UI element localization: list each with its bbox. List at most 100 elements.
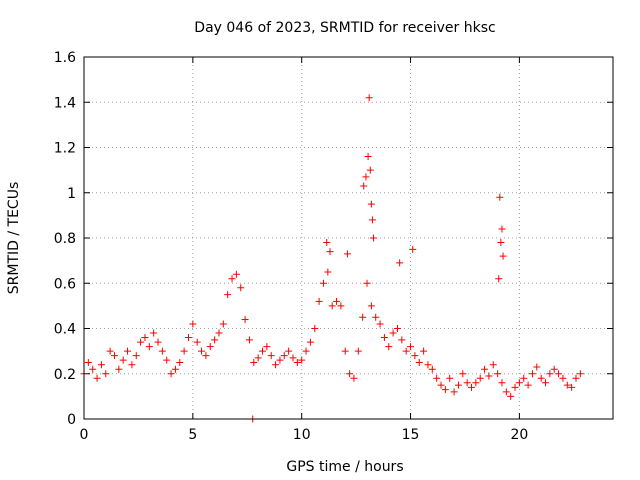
y-tick-label: 0.8 [54,231,76,247]
grid-layer [84,57,613,419]
data-point [228,275,236,283]
y-tick-label: 0.4 [54,322,76,338]
data-point [211,336,219,344]
data-point [245,336,253,344]
y-tick-label: 0.2 [54,367,76,383]
data-point [324,268,332,276]
data-point [189,320,197,328]
data-point [259,347,267,355]
data-point [498,225,506,233]
data-point [459,370,467,378]
data-point [333,297,341,305]
data-point [193,338,201,346]
data-point [437,381,445,389]
data-point [572,374,580,382]
data-point [367,200,375,208]
data-point [441,386,449,394]
data-point [376,320,384,328]
y-tick-label: 1.6 [54,50,76,66]
data-point [402,347,410,355]
data-point [385,343,393,351]
y-axis-label: SRMTID / TECUs [6,182,22,295]
plot-frame [83,56,614,420]
y-tick-label: 1 [67,186,76,202]
data-point [499,252,507,260]
data-point [154,338,162,346]
data-point [302,347,310,355]
data-point [328,302,336,310]
data-point [389,329,397,337]
data-point [319,279,327,287]
data-point [97,361,105,369]
data-point [346,370,354,378]
data-point [337,302,345,310]
data-point [263,343,271,351]
data-point [315,297,323,305]
data-point [267,352,275,360]
data-point [576,370,584,378]
data-point [180,347,188,355]
data-point [467,383,475,391]
data-point [311,325,319,332]
data-point [359,313,367,321]
data-point [102,370,110,378]
data-point [84,358,92,366]
data-point [502,388,510,396]
data-point [415,358,423,366]
data-point [393,325,401,332]
data-point [520,374,528,382]
data-point [128,361,136,369]
y-tick-label: 0 [67,412,76,428]
data-point [498,379,506,387]
data-point [489,361,497,369]
data-point [485,372,493,380]
data-point [132,352,140,360]
data-point [219,320,227,328]
data-point [232,270,240,278]
data-point [176,358,184,366]
data-point [559,374,567,382]
data-point [476,374,484,382]
data-point [370,234,378,242]
data-point [293,358,301,366]
data-point [141,334,149,342]
data-point [546,370,554,378]
data-point [224,291,232,299]
data-point [280,352,288,360]
data-point [202,352,210,360]
data-point [341,347,349,355]
data-point [450,388,458,396]
data-point [110,352,118,360]
data-point [198,347,206,355]
y-tick-label: 0.6 [54,276,76,292]
points-layer [80,94,584,423]
data-point [537,374,545,382]
data-point [409,245,417,253]
data-point [250,358,258,366]
data-point [380,334,388,342]
data-point [171,365,179,373]
data-point [237,284,245,292]
data-point [93,374,101,382]
data-point [495,275,503,283]
data-point [472,379,480,387]
data-point [396,259,404,267]
data-point [215,329,223,337]
ticks-layer: 0 0.2 0.4 0.6 0.8 1 1.2 1.4 1.6 0 5 10 15 20 [54,50,613,443]
data-point [145,343,153,351]
data-point [326,248,334,256]
x-tick-label: 10 [293,427,311,443]
data-point [454,381,462,389]
data-point [563,381,571,389]
data-point [524,381,532,389]
data-point [241,315,249,323]
data-point [398,336,406,344]
x-tick-label: 15 [402,427,420,443]
data-point [254,354,262,362]
data-point [528,370,536,378]
data-point [89,365,97,373]
data-point [272,361,280,369]
data-point [424,361,432,369]
data-point [463,379,471,387]
